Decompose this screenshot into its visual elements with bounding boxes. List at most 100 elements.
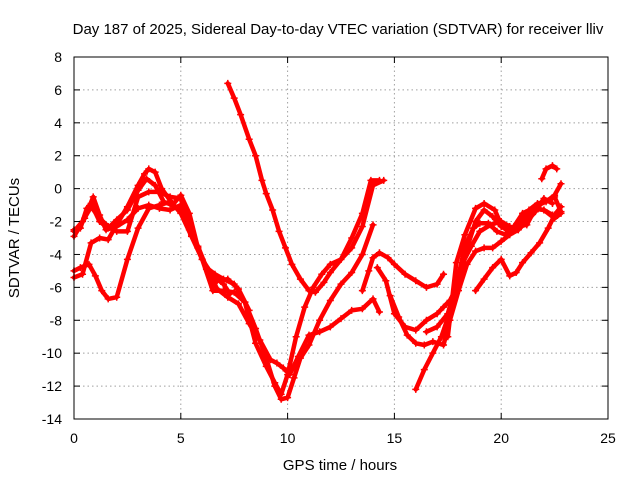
- data-point: [557, 203, 565, 211]
- data-point: [429, 349, 437, 357]
- data-point: [484, 219, 492, 227]
- data-point: [412, 339, 420, 347]
- data-point: [472, 204, 480, 212]
- data-point: [544, 224, 552, 232]
- data-point: [158, 185, 166, 193]
- x-tick-label: 25: [600, 430, 616, 446]
- data-point: [155, 201, 163, 209]
- data-point: [480, 244, 488, 252]
- data-point: [551, 211, 559, 219]
- data-point: [452, 259, 460, 267]
- data-point: [187, 232, 195, 240]
- data-point: [358, 287, 366, 295]
- data-point: [145, 188, 153, 196]
- data-point: [262, 354, 270, 362]
- data-point: [177, 209, 185, 217]
- data-point: [337, 255, 345, 263]
- data-point: [527, 249, 535, 257]
- data-point: [134, 193, 142, 201]
- data-point: [145, 165, 153, 173]
- data-point: [497, 221, 505, 229]
- x-tick-label: 10: [280, 430, 296, 446]
- data-point: [104, 222, 112, 230]
- data-point: [542, 198, 550, 206]
- data-point: [98, 287, 106, 295]
- data-point: [198, 255, 206, 263]
- data-point: [467, 242, 475, 250]
- data-series-3: [70, 176, 388, 398]
- data-point: [230, 280, 238, 288]
- data-point: [493, 227, 501, 235]
- y-tick-label: 6: [54, 82, 62, 98]
- data-point: [506, 229, 514, 237]
- data-point: [288, 260, 296, 268]
- data-point: [301, 303, 309, 311]
- data-point: [252, 339, 260, 347]
- data-point: [403, 331, 411, 339]
- data-point: [367, 176, 375, 184]
- data-point: [279, 364, 287, 372]
- data-point: [476, 219, 484, 227]
- data-point: [281, 244, 289, 252]
- data-point: [369, 254, 377, 262]
- data-point: [296, 354, 304, 362]
- data-point: [422, 283, 430, 291]
- data-point: [412, 385, 420, 393]
- data-point: [113, 221, 121, 229]
- data-point: [290, 374, 298, 382]
- data-point: [326, 260, 334, 268]
- data-point: [390, 260, 398, 268]
- x-tick-label: 5: [177, 430, 185, 446]
- data-point: [337, 280, 345, 288]
- data-point: [91, 272, 99, 280]
- data-point: [230, 94, 238, 102]
- data-point: [79, 218, 87, 226]
- data-point: [365, 267, 373, 275]
- data-point: [534, 199, 542, 207]
- x-tick-label: 20: [493, 430, 509, 446]
- data-point: [382, 277, 390, 285]
- data-point: [369, 295, 377, 303]
- data-point: [375, 176, 383, 184]
- data-point: [358, 250, 366, 258]
- data-point: [316, 316, 324, 324]
- data-point: [140, 170, 148, 178]
- data-point: [209, 272, 217, 280]
- data-point: [480, 199, 488, 207]
- chart-title: Day 187 of 2025, Sidereal Day-to-day VTE…: [73, 21, 604, 38]
- data-point: [273, 359, 281, 367]
- data-point: [123, 255, 131, 263]
- data-point: [553, 165, 561, 173]
- y-tick-label: 8: [54, 49, 62, 65]
- data-series-6: [224, 79, 383, 296]
- data-point: [326, 297, 334, 305]
- data-point: [87, 203, 95, 211]
- data-point: [166, 206, 174, 214]
- data-point: [113, 293, 121, 301]
- data-point: [209, 287, 217, 295]
- data-point: [440, 341, 448, 349]
- data-point: [375, 308, 383, 316]
- data-point: [429, 338, 437, 346]
- data-point: [96, 214, 104, 222]
- data-point: [440, 303, 448, 311]
- y-tick-label: -4: [50, 246, 63, 262]
- data-point: [87, 239, 95, 247]
- data-point: [316, 328, 324, 336]
- data-point: [224, 79, 232, 87]
- data-point: [369, 221, 377, 229]
- data-point: [145, 204, 153, 212]
- data-point: [440, 270, 448, 278]
- data-point: [123, 227, 131, 235]
- data-point: [337, 315, 345, 323]
- data-point: [501, 231, 509, 239]
- data-point: [89, 193, 97, 201]
- data-point: [252, 152, 260, 160]
- data-point: [497, 255, 505, 263]
- data-point: [311, 288, 319, 296]
- data-point: [472, 287, 480, 295]
- data-point: [151, 168, 159, 176]
- y-tick-label: 0: [54, 181, 62, 197]
- data-point: [476, 227, 484, 235]
